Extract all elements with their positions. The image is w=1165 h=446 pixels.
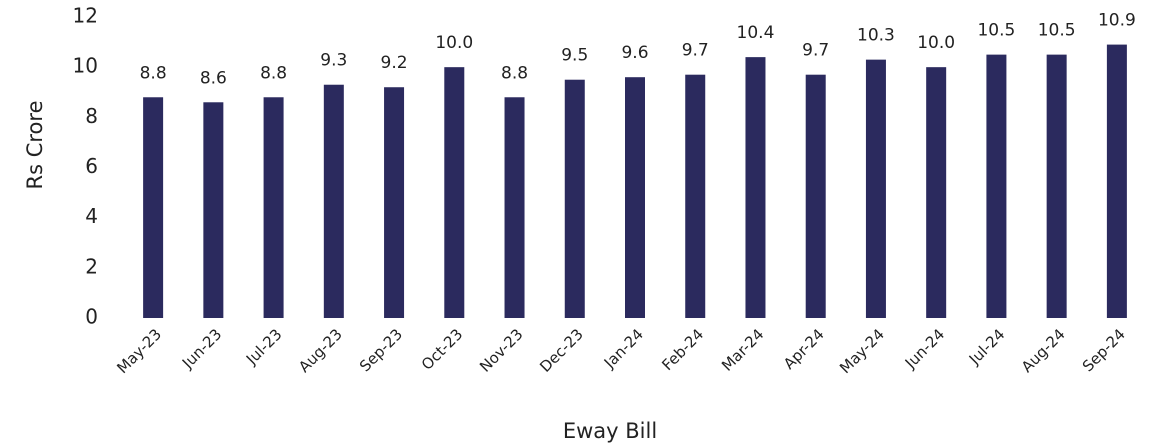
data-label: 8.8 xyxy=(501,63,528,83)
x-tick-label: May-23 xyxy=(113,325,165,377)
x-tick-label: Apr-24 xyxy=(780,325,828,373)
data-label: 8.8 xyxy=(260,63,287,83)
data-label: 8.8 xyxy=(140,63,167,83)
y-tick-label: 6 xyxy=(85,154,98,178)
bar xyxy=(685,74,706,318)
x-tick-label: Oct-23 xyxy=(418,325,466,373)
data-label: 9.2 xyxy=(381,53,408,73)
y-tick-label: 12 xyxy=(73,4,98,28)
bar xyxy=(1046,54,1067,318)
data-label: 10.5 xyxy=(1038,21,1076,41)
x-tick-label: Aug-24 xyxy=(1018,325,1069,376)
y-tick-label: 0 xyxy=(85,305,98,329)
data-label: 9.5 xyxy=(561,46,588,66)
data-label: 10.3 xyxy=(857,26,895,46)
bar xyxy=(444,67,465,319)
bar xyxy=(926,67,947,319)
y-tick-label: 8 xyxy=(85,104,98,128)
data-label: 10.0 xyxy=(435,33,473,53)
bar xyxy=(504,97,525,319)
x-tick-label: Sep-24 xyxy=(1079,325,1129,375)
data-label: 9.6 xyxy=(621,43,648,63)
x-tick-label: Nov-23 xyxy=(476,325,526,375)
bar xyxy=(625,77,645,318)
bar xyxy=(203,102,224,319)
x-tick-label: Aug-23 xyxy=(295,325,346,376)
data-label: 10.5 xyxy=(977,21,1015,41)
x-tick-label: Sep-23 xyxy=(356,325,406,375)
x-axis-title: Eway Bill xyxy=(563,419,657,443)
data-label: 10.4 xyxy=(737,23,775,43)
y-tick-label: 4 xyxy=(85,204,98,228)
x-tick-label: Dec-23 xyxy=(536,325,587,376)
x-tick-label: Jan-24 xyxy=(600,325,647,372)
bar xyxy=(986,54,1007,318)
y-tick-label: 10 xyxy=(73,54,98,78)
bar xyxy=(143,97,164,319)
x-tick-label: Jun-23 xyxy=(178,325,225,372)
y-tick-label: 2 xyxy=(85,254,98,278)
bar xyxy=(323,84,344,318)
x-tick-label: May-24 xyxy=(836,325,888,377)
data-label: 10.9 xyxy=(1098,11,1136,31)
x-tick-label: Jun-24 xyxy=(901,325,948,372)
x-tick-label: Jul-24 xyxy=(965,325,1009,369)
y-axis-title: Rs Crore xyxy=(23,101,47,190)
data-label: 9.7 xyxy=(802,41,829,61)
data-label: 8.6 xyxy=(200,68,227,88)
x-tick-label: Mar-24 xyxy=(718,325,767,374)
bar xyxy=(745,57,766,319)
data-label: 9.7 xyxy=(682,41,709,61)
x-tick-label: Jul-23 xyxy=(242,325,286,369)
bar xyxy=(564,79,585,318)
bar xyxy=(865,59,886,319)
data-label: 9.3 xyxy=(320,51,347,71)
bar xyxy=(805,74,826,318)
bar xyxy=(263,97,284,319)
bar xyxy=(1106,44,1127,318)
bar xyxy=(384,87,405,318)
data-label: 10.0 xyxy=(917,33,955,53)
x-tick-label: Feb-24 xyxy=(658,325,707,374)
